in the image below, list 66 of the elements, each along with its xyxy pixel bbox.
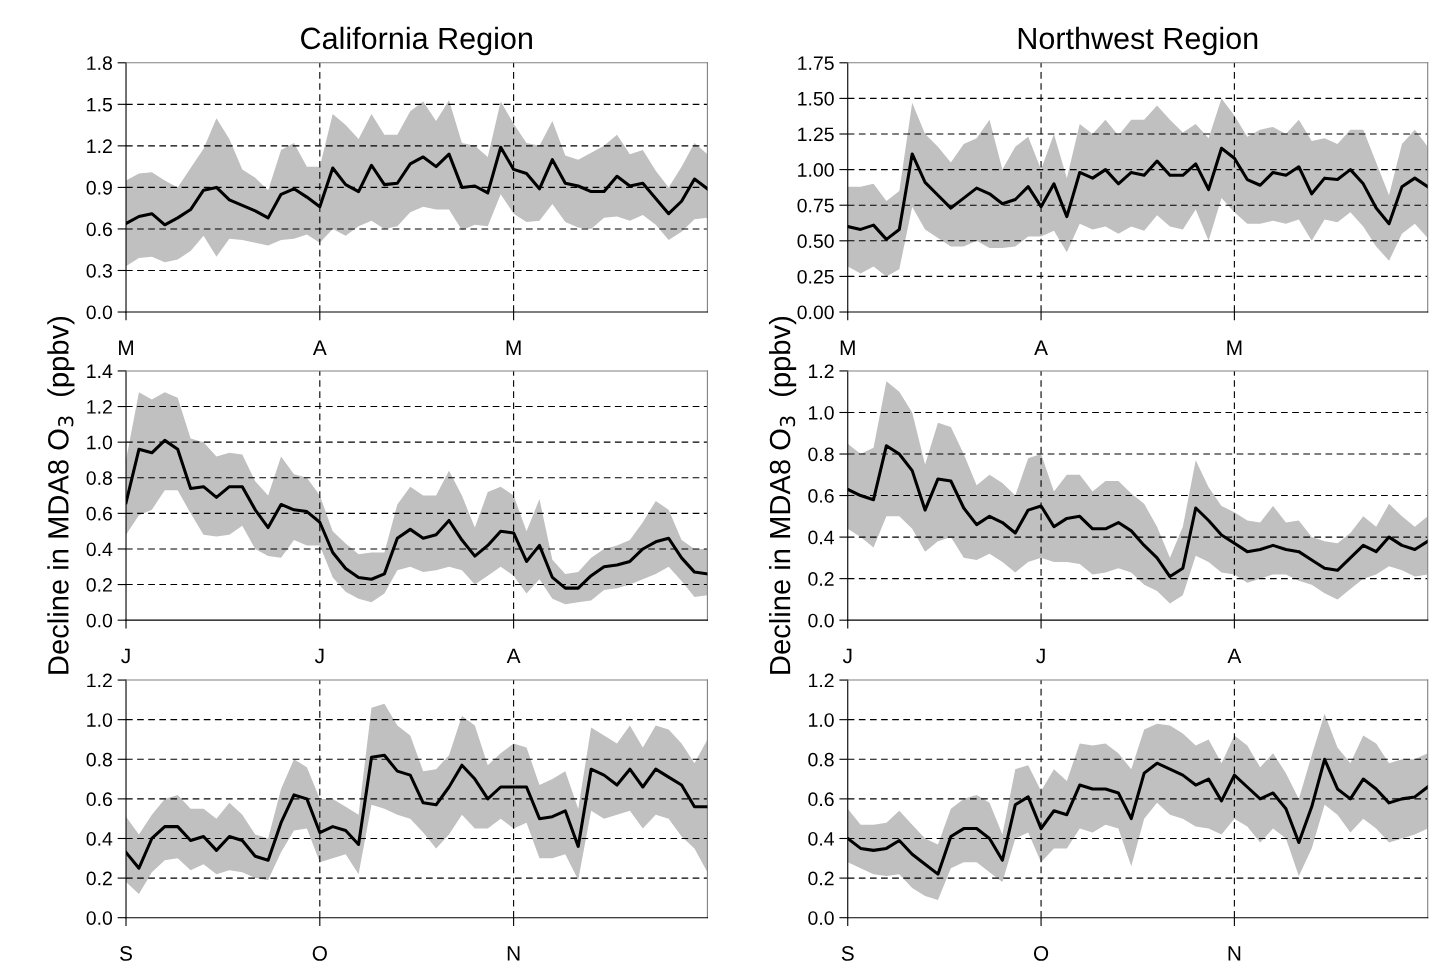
x-tick-label: M	[506, 340, 521, 355]
y-tick-label: 1.00	[798, 163, 834, 177]
y-tick-label: 0.2	[86, 578, 112, 592]
x-tick-label: M	[840, 340, 855, 355]
chart-title: Northwest Region	[1018, 26, 1258, 56]
x-tick-label: O	[312, 946, 327, 961]
y-tick-label: 0.0	[86, 613, 113, 628]
y-tick-label: 0.6	[86, 792, 112, 807]
y-tick-label: 0.6	[808, 489, 834, 503]
y-tick-label: 1.0	[87, 713, 113, 727]
y-tick-label: 0.0	[86, 305, 113, 320]
y-tick-label: 1.75	[798, 56, 834, 71]
x-tick-label: A	[1034, 340, 1048, 355]
y-tick-label: 0.2	[86, 871, 112, 886]
y-tick-label: 0.00	[797, 305, 834, 320]
y-tick-label: 0.25	[797, 269, 834, 284]
x-tick-label: J	[121, 648, 130, 664]
y-tick-label: 1.0	[87, 435, 113, 450]
x-tick-label: O	[1033, 946, 1049, 961]
y-tick-label: 1.2	[809, 364, 834, 378]
y-tick-label: 0.8	[808, 447, 834, 462]
y-tick-label: 0.4	[86, 542, 113, 557]
y-tick-label: 0.6	[808, 792, 834, 807]
x-tick-label: S	[841, 946, 854, 961]
y-tick-label: 1.4	[87, 364, 113, 378]
chart-title: California Region	[301, 26, 532, 56]
x-tick-label: A	[1227, 648, 1242, 664]
y-tick-label: 0.3	[86, 263, 112, 278]
x-tick-label: J	[1036, 648, 1045, 664]
x-tick-label: J	[314, 648, 324, 664]
y-tick-label: 0.0	[808, 911, 834, 925]
y-tick-label: 0.50	[797, 234, 834, 249]
x-tick-label: A	[312, 340, 327, 355]
y-axis-title: Decline in MDA8 O$_{3}$ (ppbv)	[47, 316, 75, 674]
y-tick-label: 0.9	[86, 180, 112, 195]
y-tick-label: 1.50	[798, 91, 834, 106]
y-tick-label: 0.6	[86, 222, 112, 237]
x-tick-label: J	[842, 648, 852, 664]
x-tick-label: A	[506, 648, 521, 664]
y-tick-label: 0.4	[808, 530, 834, 545]
x-tick-label: M	[1227, 340, 1242, 355]
y-tick-label: 0.2	[808, 572, 834, 586]
y-tick-label: 0.2	[808, 871, 834, 886]
y-tick-label: 1.5	[87, 98, 113, 112]
y-tick-label: 0.0	[86, 911, 113, 925]
y-tick-label: 1.2	[87, 673, 112, 688]
y-tick-label: 0.8	[86, 752, 112, 767]
y-tick-label: 1.25	[798, 127, 834, 142]
y-tick-label: 0.8	[86, 471, 112, 485]
y-axis-title: Decline in MDA8 O$_{3}$ (ppbv)	[768, 316, 797, 674]
y-tick-label: 0.8	[808, 752, 834, 767]
y-tick-label: 0.4	[808, 831, 834, 846]
y-tick-label: 1.0	[809, 713, 834, 727]
y-tick-label: 0.0	[808, 613, 834, 628]
y-tick-label: 0.4	[86, 831, 113, 846]
x-tick-label: S	[120, 946, 133, 961]
y-tick-label: 1.8	[87, 56, 112, 71]
x-tick-label: M	[119, 340, 133, 355]
y-tick-label: 1.0	[809, 405, 834, 420]
x-tick-label: N	[507, 946, 520, 961]
y-tick-label: 1.2	[87, 400, 112, 414]
y-tick-label: 0.75	[797, 198, 834, 213]
x-tick-label: N	[1228, 946, 1241, 961]
y-tick-label: 1.2	[809, 673, 834, 688]
y-tick-label: 0.6	[86, 506, 112, 521]
y-tick-label: 1.2	[87, 139, 112, 153]
